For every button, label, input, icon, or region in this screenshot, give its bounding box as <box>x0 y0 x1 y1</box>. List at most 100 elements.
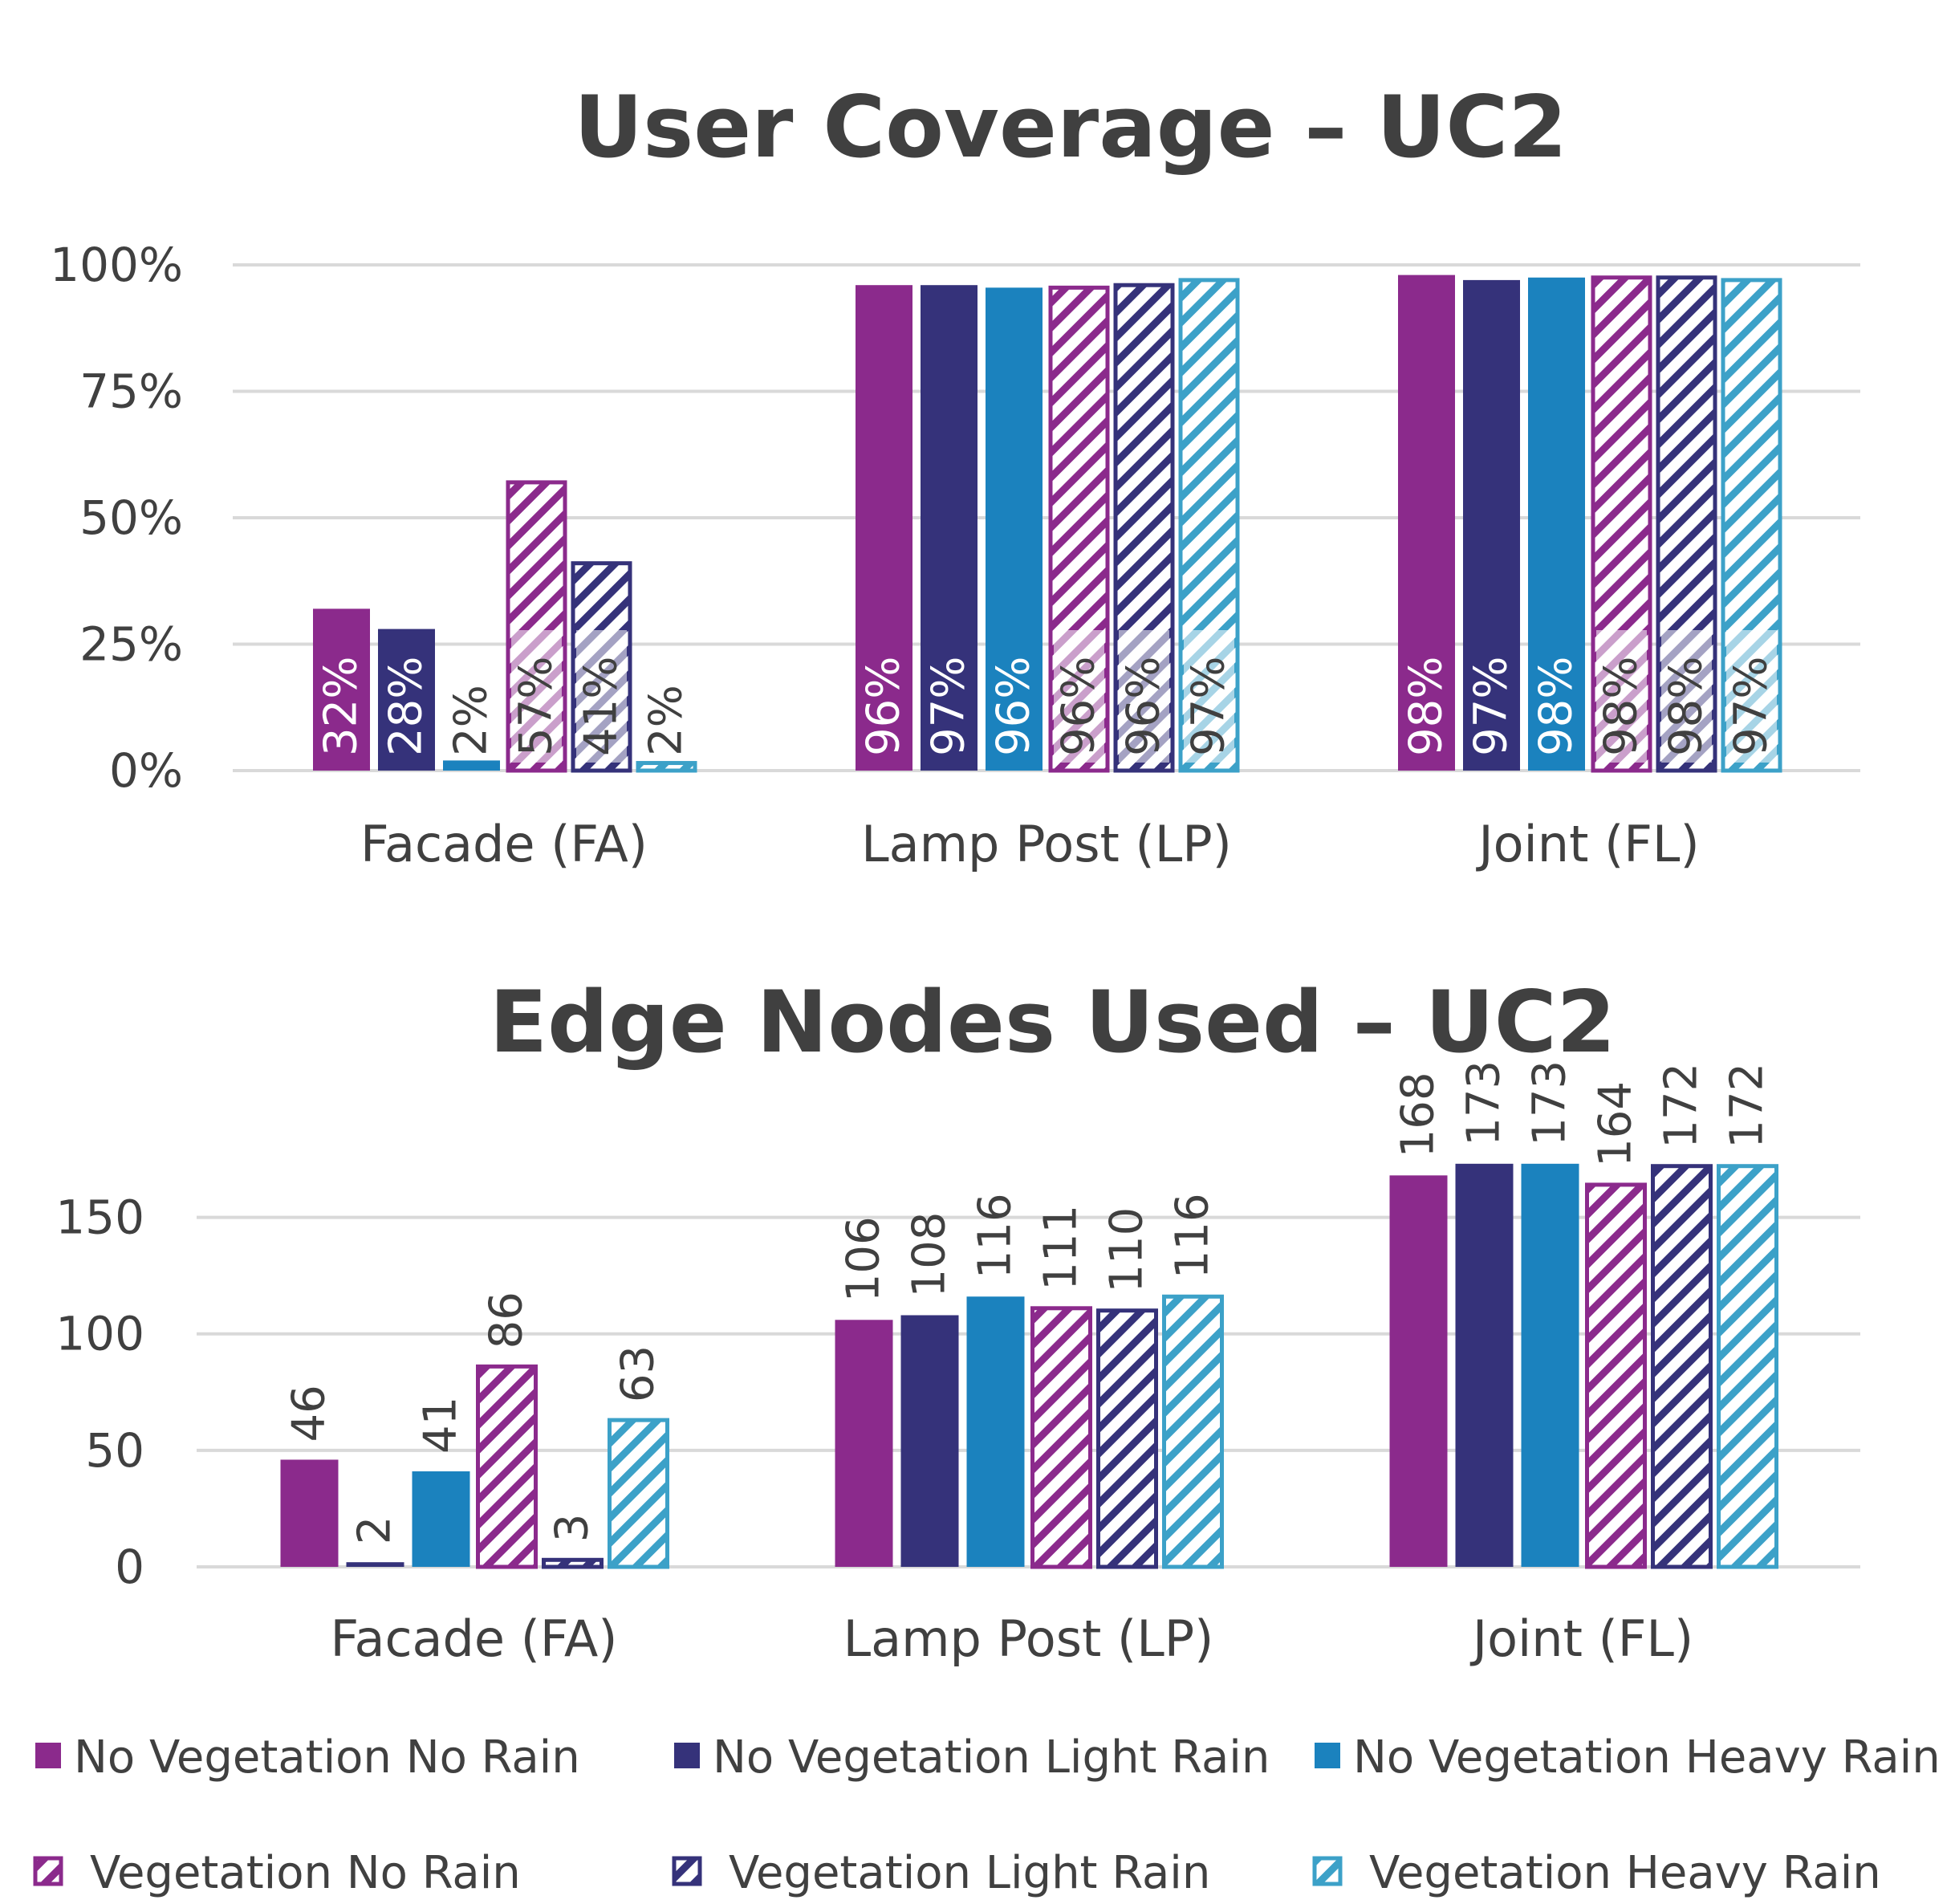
bar-no-vegetation-light-rain-facade-fa <box>346 1562 404 1567</box>
y-tick-label: 0 <box>115 1540 144 1594</box>
bar-no-vegetation-heavy-rain-facade-fa <box>412 1471 470 1567</box>
y-tick-label: 50 <box>85 1423 144 1478</box>
bar-no-vegetation-heavy-rain-facade-fa <box>443 760 500 771</box>
bar-no-vegetation-light-rain-joint-fl <box>1455 1163 1514 1567</box>
data-label-backdrop <box>576 630 627 763</box>
data-label: 98% <box>1595 657 1648 756</box>
data-label: 96% <box>1053 657 1105 756</box>
user-coverage-chart: User Coverage – UC2 0% 25% 50% 75% 100% 32% 28%… <box>50 78 1860 873</box>
y-tick-label: 0% <box>109 743 183 798</box>
data-label: 110 <box>1101 1207 1153 1293</box>
data-label: 116 <box>1167 1193 1219 1279</box>
bar-vegetation-no-rain-joint-fl <box>1585 1182 1647 1569</box>
bar-vegetation-light-rain-lamp-post-lp <box>1096 1308 1158 1569</box>
bar-no-vegetation-heavy-rain-lamp-post-lp <box>966 1296 1025 1567</box>
data-label: 63 <box>612 1345 665 1402</box>
data-label-backdrop <box>1184 630 1234 763</box>
data-label: 116 <box>969 1193 1022 1279</box>
legend-item-no-vegetation-heavy-rain: No Vegetation Heavy Rain <box>1315 1731 1941 1784</box>
data-label: 97% <box>1183 657 1235 756</box>
bar-no-vegetation-no-rain-joint-fl <box>1398 275 1455 771</box>
bar-vegetation-no-rain-facade-fa <box>476 1364 538 1569</box>
legend-label: Vegetation Light Rain <box>729 1847 1210 1899</box>
bar-no-vegetation-no-rain-facade-fa <box>280 1459 339 1567</box>
data-label: 96% <box>988 657 1040 756</box>
data-label-backdrop <box>1119 630 1169 763</box>
legend-label: No Vegetation Light Rain <box>713 1731 1270 1784</box>
bar-vegetation-no-rain-lamp-post-lp <box>1030 1306 1092 1569</box>
bar-vegetation-heavy-rain-facade-fa <box>608 1418 669 1569</box>
data-label: 172 <box>1721 1063 1774 1149</box>
bar-vegetation-heavy-rain-facade-fa <box>636 761 697 773</box>
data-label: 28% <box>380 657 433 756</box>
chart-title: Edge Nodes Used – UC2 <box>490 973 1616 1072</box>
category-label: Lamp Post (LP) <box>843 1609 1214 1668</box>
y-tick-label: 150 <box>55 1190 144 1245</box>
data-label: 41 <box>415 1397 467 1454</box>
bar-no-vegetation-light-rain-facade-fa <box>378 629 435 771</box>
category-label: Joint (FL) <box>1469 1609 1693 1668</box>
data-label: 57% <box>510 657 563 756</box>
y-tick-label: 100% <box>50 238 183 292</box>
legend-label: No Vegetation No Rain <box>74 1731 580 1784</box>
legend-swatch <box>1315 1743 1340 1768</box>
data-label: 2% <box>445 685 498 756</box>
legend-item-vegetation-no-rain: Vegetation No Rain <box>33 1847 521 1899</box>
data-label: 86 <box>481 1292 533 1349</box>
data-label: 2% <box>640 685 693 756</box>
data-label: 2 <box>349 1516 401 1545</box>
bar-no-vegetation-heavy-rain-joint-fl <box>1528 277 1585 771</box>
data-label: 3 <box>547 1514 599 1543</box>
chart-title: User Coverage – UC2 <box>574 78 1567 177</box>
category-label: Facade (FA) <box>360 815 648 873</box>
category-label: Facade (FA) <box>330 1609 617 1668</box>
bar-no-vegetation-heavy-rain-lamp-post-lp <box>986 287 1043 771</box>
data-label: 32% <box>315 657 368 756</box>
data-label: 108 <box>904 1212 956 1298</box>
bar-no-vegetation-no-rain-lamp-post-lp <box>835 1320 893 1567</box>
category-label: Joint (FL) <box>1475 815 1699 873</box>
data-label-backdrop <box>1054 630 1104 763</box>
legend-item-no-vegetation-no-rain: No Vegetation No Rain <box>35 1731 580 1784</box>
bar-no-vegetation-light-rain-lamp-post-lp <box>921 285 978 771</box>
data-label: 98% <box>1530 657 1583 756</box>
data-label: 97% <box>923 657 975 756</box>
data-label: 164 <box>1590 1081 1642 1167</box>
data-label: 46 <box>283 1385 335 1442</box>
data-label: 173 <box>1524 1060 1576 1146</box>
y-tick-label: 50% <box>79 490 183 545</box>
bar-vegetation-light-rain-facade-fa <box>542 1557 604 1569</box>
data-label: 97% <box>1465 657 1518 756</box>
category-label: Lamp Post (LP) <box>861 815 1232 873</box>
legend-label: Vegetation No Rain <box>90 1847 521 1899</box>
legend-item-no-vegetation-light-rain: No Vegetation Light Rain <box>674 1731 1270 1784</box>
data-label: 111 <box>1035 1205 1087 1291</box>
y-tick-label: 25% <box>79 617 183 672</box>
bar-no-vegetation-no-rain-lamp-post-lp <box>856 285 912 771</box>
data-label-backdrop <box>1596 630 1647 763</box>
legend-item-vegetation-heavy-rain: Vegetation Heavy Rain <box>1312 1847 1881 1899</box>
legend-swatch <box>672 1856 702 1886</box>
data-label: 106 <box>838 1216 890 1302</box>
data-label: 98% <box>1400 657 1453 756</box>
y-tick-label: 100 <box>55 1307 144 1361</box>
data-label: 96% <box>1118 657 1170 756</box>
legend-item-vegetation-light-rain: Vegetation Light Rain <box>672 1847 1210 1899</box>
data-label: 97% <box>1725 657 1778 756</box>
bar-no-vegetation-no-rain-facade-fa <box>313 608 370 771</box>
data-label: 168 <box>1392 1072 1445 1157</box>
bar-no-vegetation-no-rain-joint-fl <box>1389 1175 1448 1567</box>
bar-no-vegetation-light-rain-joint-fl <box>1463 279 1520 771</box>
bar-no-vegetation-heavy-rain-joint-fl <box>1521 1163 1579 1567</box>
legend-swatch <box>674 1743 700 1768</box>
data-label-backdrop <box>1726 630 1777 763</box>
bar-no-vegetation-light-rain-lamp-post-lp <box>900 1315 959 1567</box>
data-label: 98% <box>1660 657 1713 756</box>
legend-swatch <box>33 1856 63 1886</box>
data-label-backdrop <box>1661 630 1712 763</box>
data-label-backdrop <box>511 630 562 763</box>
legend-label: Vegetation Heavy Rain <box>1369 1847 1881 1899</box>
data-label: 173 <box>1458 1060 1510 1146</box>
